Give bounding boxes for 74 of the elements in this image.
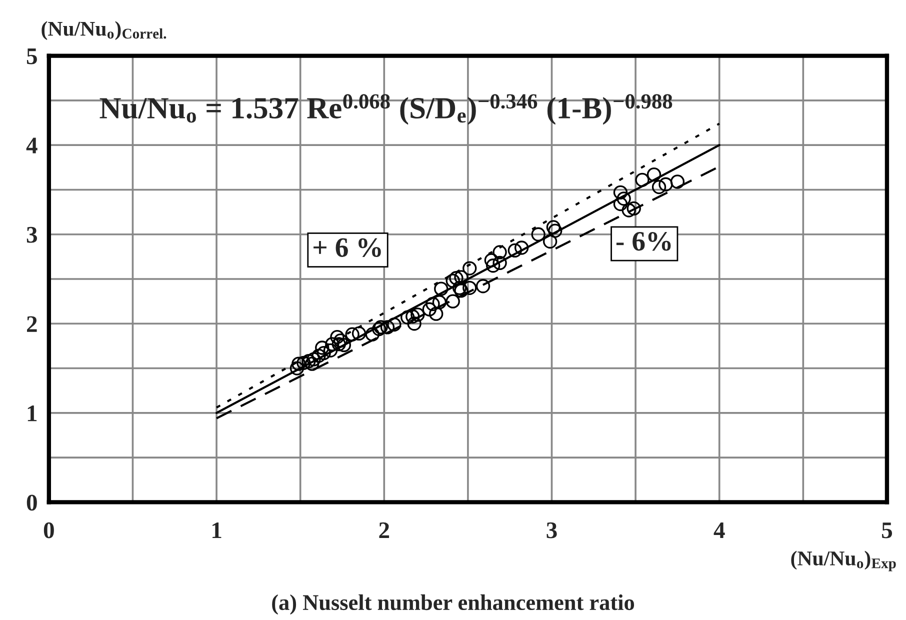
point [410, 308, 425, 322]
point [380, 320, 395, 334]
point [492, 256, 507, 270]
point [429, 306, 444, 321]
point [531, 227, 546, 242]
x-tick-label: 5 [882, 522, 892, 538]
y-tick-label: 1 [28, 406, 37, 422]
point [387, 317, 402, 332]
point [304, 356, 320, 371]
point [400, 310, 415, 324]
point [330, 330, 344, 344]
point [422, 302, 436, 316]
x-tick-label: 2 [379, 522, 390, 538]
point [546, 220, 561, 234]
x-tick-label: 0 [44, 522, 54, 538]
y-tick-label: 5 [26, 48, 37, 64]
text: Nu/Nu$_{o}$ = 1.537 Re$^{0.068}$ (S/D$_{e}$)$^{−0.346}$ (1-B)$^{−0.988}$ [100, 94, 672, 125]
point [296, 356, 311, 370]
point [652, 180, 666, 194]
y-tick-label: 4 [26, 138, 38, 154]
point [658, 177, 673, 192]
point [302, 354, 316, 368]
point [670, 174, 685, 189]
point [462, 261, 477, 276]
point [446, 274, 460, 288]
point [345, 327, 360, 342]
point [514, 240, 529, 255]
point [434, 282, 448, 296]
point [484, 253, 498, 268]
point [323, 343, 338, 358]
point [622, 203, 636, 218]
x-tick-label: 3 [546, 522, 557, 538]
point [407, 316, 422, 331]
text: (a) Nusselt number enhancement ratio [272, 594, 634, 615]
point [613, 196, 628, 212]
annotation: + 6 % [314, 238, 381, 258]
point [542, 234, 558, 249]
y-axis-title: (Nu/Nu$_{o}$)$_{Correl.}$ [42, 21, 166, 40]
point [316, 346, 331, 360]
point [315, 340, 330, 355]
point [432, 295, 447, 310]
annotation: - 6% [616, 232, 671, 251]
point [454, 284, 468, 298]
point [548, 224, 562, 238]
point [452, 280, 467, 296]
point [616, 192, 631, 206]
point [352, 326, 366, 341]
point [646, 167, 662, 182]
x-axis-title: (Nu/Nu$_{o}$)$_{Exp}$ [791, 550, 896, 572]
point [613, 185, 628, 200]
y-tick-label: 2 [27, 316, 37, 332]
point [492, 245, 507, 260]
x-tick-label: 4 [714, 522, 725, 538]
point [449, 271, 464, 286]
point [336, 338, 352, 352]
y-tick-label: 3 [26, 226, 38, 243]
point [486, 258, 500, 273]
point [290, 361, 304, 376]
point [406, 309, 420, 324]
point [508, 243, 522, 258]
point [446, 294, 460, 308]
point [365, 327, 380, 342]
point [462, 280, 477, 296]
point [426, 296, 440, 312]
point [476, 279, 490, 294]
point [626, 201, 641, 216]
point [333, 334, 348, 348]
y-tick-label: 0 [26, 494, 37, 511]
point [306, 352, 321, 366]
point [635, 172, 650, 187]
point [332, 337, 346, 352]
point [454, 270, 468, 284]
x-tick-label: 1 [212, 522, 222, 538]
point [292, 356, 306, 371]
